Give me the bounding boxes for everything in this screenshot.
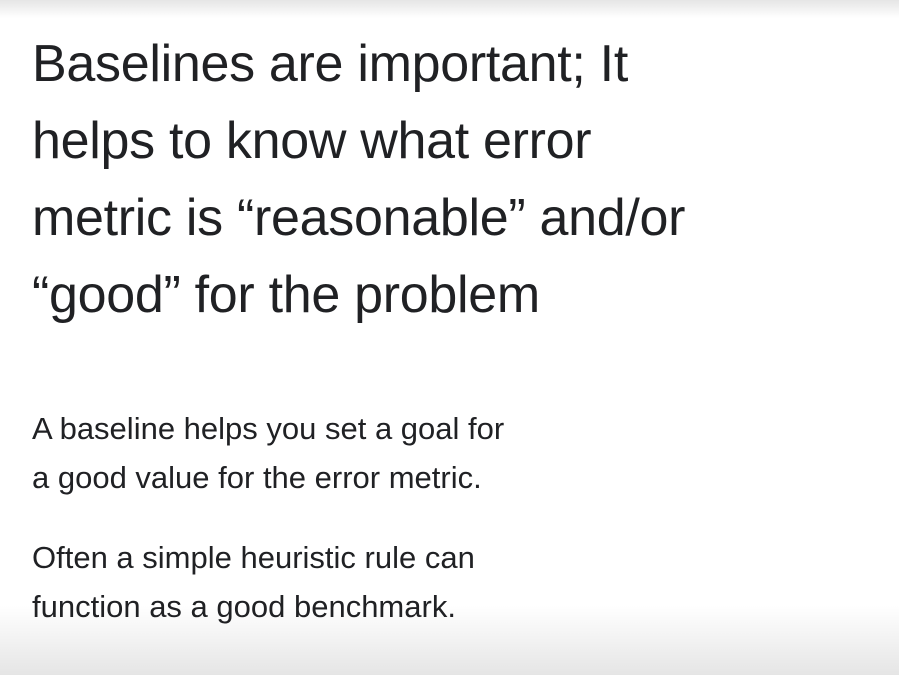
baseline-goal-paragraph: A baseline helps you set a goal for a go… (32, 404, 632, 502)
slide-title-line: Baselines are important; It (32, 35, 628, 93)
slide-title-line: metric is “reasonable” and/or (32, 189, 686, 247)
paragraph-line: function as a good benchmark. (32, 589, 456, 624)
paragraph-line: a good value for the error metric. (32, 460, 482, 495)
paragraph-line: Often a simple heuristic rule can (32, 540, 475, 575)
slide-title-line: “good” for the problem (32, 266, 540, 324)
heuristic-benchmark-paragraph: Often a simple heuristic rule can functi… (32, 533, 612, 631)
paragraph-line: A baseline helps you set a goal for (32, 411, 505, 446)
slide-title-line: helps to know what error (32, 112, 592, 170)
slide-title: Baselines are important; It helps to kno… (32, 26, 894, 334)
